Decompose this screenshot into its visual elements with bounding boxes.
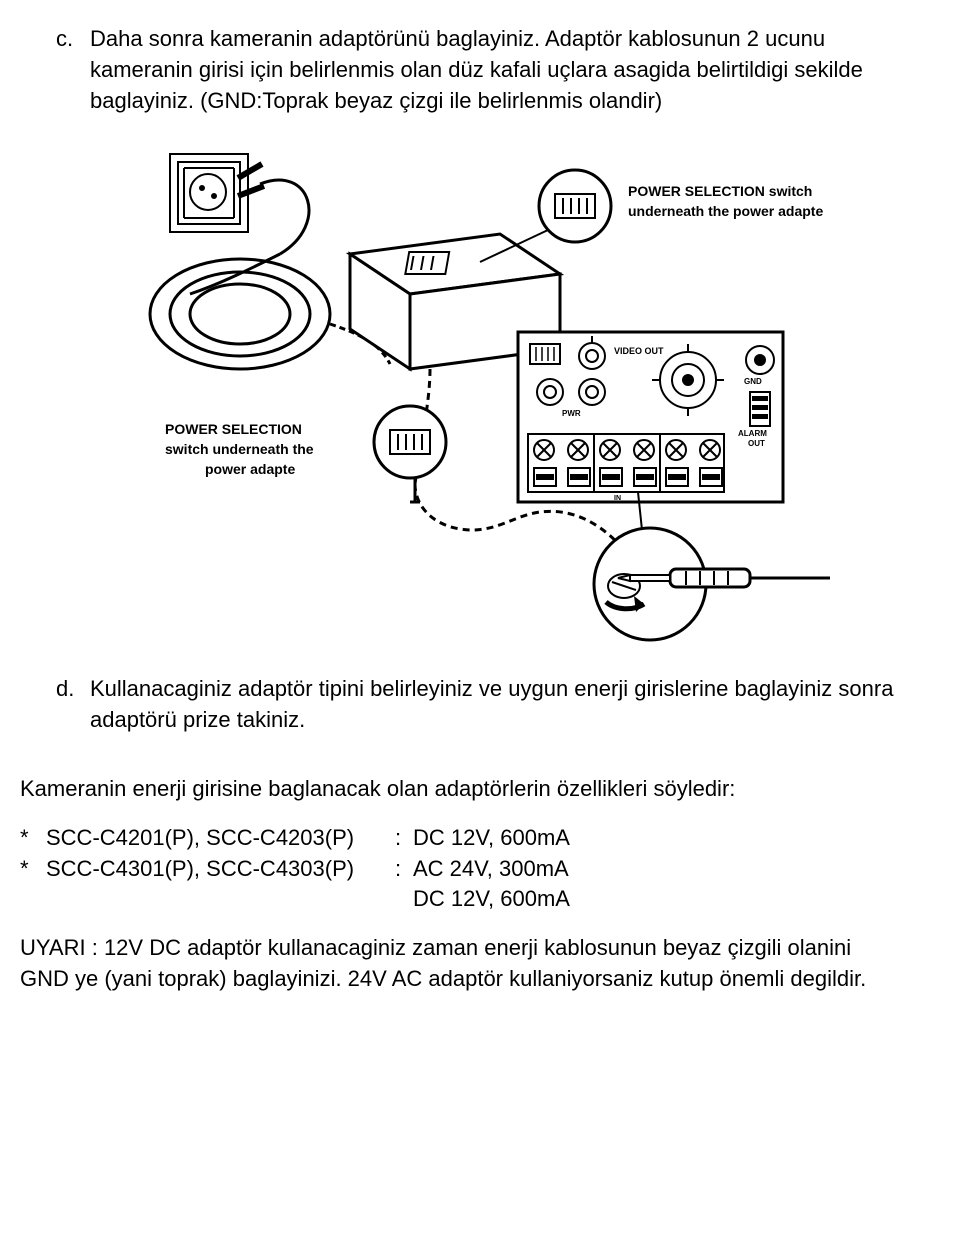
panel-video-out-label: VIDEO OUT: [614, 346, 664, 356]
warning-text: UYARI : 12V DC adaptör kullanacaginiz za…: [20, 933, 904, 995]
specs-intro: Kameranin enerji girisine baglanacak ola…: [20, 774, 904, 805]
screwdriver-callout: [594, 492, 830, 640]
panel-out-label: OUT: [748, 439, 765, 448]
step-d: d. Kullanacaginiz adaptör tipini belirle…: [56, 674, 904, 736]
spec-1-star: *: [20, 823, 40, 854]
step-c: c. Daha sonra kameranin adaptörünü bagla…: [56, 24, 904, 116]
spec-1-sep: :: [395, 823, 413, 854]
step-c-text: Daha sonra kameranin adaptörünü baglayin…: [90, 24, 904, 116]
spec-extra-value: DC 12V, 600mA: [413, 884, 570, 915]
spec-2-models: SCC-C4301(P), SCC-C4303(P): [46, 854, 354, 885]
diagram-svg: POWER SELECTION switch underneath the po…: [130, 134, 830, 654]
connection-diagram: POWER SELECTION switch underneath the po…: [56, 134, 904, 654]
connector-panel: VIDEO OUT GND ALARM OUT: [518, 332, 783, 502]
panel-gnd-label: GND: [744, 377, 762, 386]
spec-row-1: * SCC-C4201(P), SCC-C4203(P) : DC 12V, 6…: [20, 823, 904, 854]
terminal-block: IN: [528, 434, 724, 502]
left-callout: POWER SELECTION switch underneath the po…: [165, 406, 446, 502]
spec-row-2: * SCC-C4301(P), SCC-C4303(P) : AC 24V, 3…: [20, 854, 904, 885]
spec-row-extra: DC 12V, 600mA: [20, 884, 904, 915]
spec-2-star: *: [20, 854, 40, 885]
left-callout-text-1: POWER SELECTION: [165, 421, 302, 437]
step-d-marker: d.: [56, 674, 84, 736]
right-callout-text-2: underneath the power adapte: [628, 203, 823, 219]
page: c. Daha sonra kameranin adaptörünü bagla…: [0, 0, 960, 1250]
left-callout-text-3: power adapte: [205, 461, 295, 477]
spec-1-models: SCC-C4201(P), SCC-C4203(P): [46, 823, 354, 854]
right-callout: POWER SELECTION switch underneath the po…: [480, 170, 823, 262]
spec-1-value: DC 12V, 600mA: [413, 823, 904, 854]
spec-2-sep: :: [395, 854, 413, 885]
panel-in-label: IN: [614, 495, 621, 502]
spec-2-value: AC 24V, 300mA: [413, 854, 904, 885]
step-d-text: Kullanacaginiz adaptör tipini belirleyin…: [90, 674, 904, 736]
right-callout-text-1: POWER SELECTION switch: [628, 183, 812, 199]
step-c-marker: c.: [56, 24, 84, 116]
spec-list: * SCC-C4201(P), SCC-C4203(P) : DC 12V, 6…: [20, 823, 904, 915]
panel-alarm-label: ALARM: [738, 429, 767, 438]
left-callout-text-2: switch underneath the: [165, 441, 314, 457]
wall-outlet-icon: [170, 154, 264, 232]
panel-pwr-label: PWR: [562, 409, 581, 418]
